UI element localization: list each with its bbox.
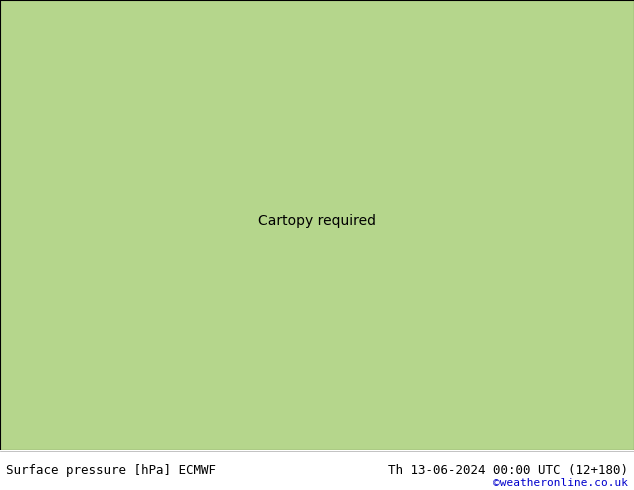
Text: ©weatheronline.co.uk: ©weatheronline.co.uk: [493, 478, 628, 488]
Text: Surface pressure [hPa] ECMWF: Surface pressure [hPa] ECMWF: [6, 464, 216, 477]
Text: Th 13-06-2024 00:00 UTC (12+180): Th 13-06-2024 00:00 UTC (12+180): [387, 464, 628, 477]
Text: Cartopy required: Cartopy required: [258, 214, 376, 228]
